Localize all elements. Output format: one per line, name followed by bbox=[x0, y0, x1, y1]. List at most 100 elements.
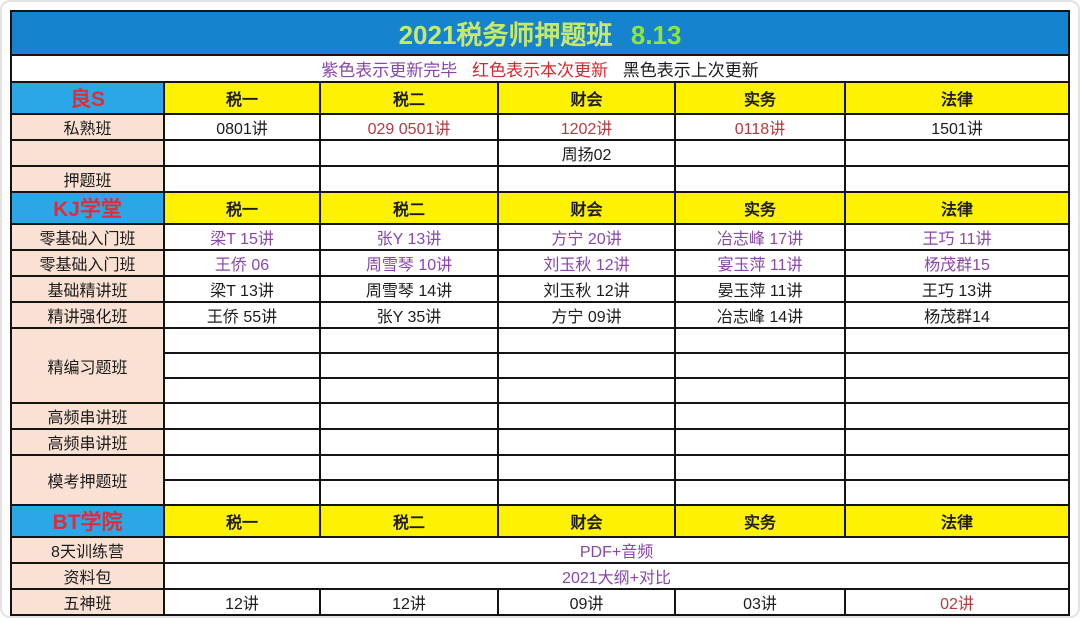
title-row: 2021税务师押题班 8.13 bbox=[9, 10, 1071, 56]
cell bbox=[674, 454, 846, 481]
cell: 刘玉秋 12讲 bbox=[497, 249, 676, 277]
cell bbox=[163, 428, 321, 456]
cell bbox=[497, 377, 676, 404]
row-label: 8天训练营 bbox=[10, 536, 165, 564]
table-row: 高频串讲班 bbox=[10, 428, 1071, 456]
cell bbox=[674, 139, 846, 167]
cell bbox=[319, 139, 499, 167]
cell: 冶志峰 17讲 bbox=[674, 223, 846, 251]
cell-merged: 2021大纲+对比 bbox=[162, 562, 1071, 590]
table-row: 私熟班 0801讲 029 0501讲 1202讲 0118讲 1501讲 bbox=[10, 113, 1071, 141]
column-header: 税一 bbox=[163, 504, 321, 538]
row-label: 资料包 bbox=[10, 562, 165, 590]
cell: 梁T 15讲 bbox=[163, 223, 321, 251]
table-row: 押题班 bbox=[10, 165, 1071, 193]
cell bbox=[674, 402, 846, 430]
cell bbox=[674, 327, 846, 354]
column-header: 财会 bbox=[497, 191, 676, 225]
cell bbox=[843, 165, 1071, 193]
cell bbox=[163, 377, 321, 404]
cell bbox=[843, 139, 1071, 167]
cell bbox=[319, 402, 499, 430]
cell bbox=[674, 428, 846, 456]
cell bbox=[674, 165, 846, 193]
row-label: 私熟班 bbox=[10, 113, 165, 141]
cell bbox=[163, 139, 321, 167]
column-header: 法律 bbox=[843, 81, 1071, 115]
cell: 杨茂群14 bbox=[843, 301, 1071, 329]
cell: 03讲 bbox=[674, 588, 846, 616]
cell: 宴玉萍 11讲 bbox=[674, 249, 846, 277]
table-row: 资料包 2021大纲+对比 bbox=[10, 562, 1071, 590]
cell bbox=[843, 377, 1071, 404]
section-name-bt: BT学院 bbox=[10, 504, 165, 538]
cell: 方宁 20讲 bbox=[497, 223, 676, 251]
legend-black: 黑色表示上次更新 bbox=[622, 61, 759, 80]
column-header: 税二 bbox=[319, 81, 499, 115]
cell: 10章 bbox=[319, 614, 499, 616]
section-name-liang-s: 良S bbox=[10, 81, 165, 115]
page-title: 2021税务师押题班 bbox=[398, 19, 613, 50]
cell: 029 0501讲 bbox=[319, 113, 499, 141]
cell: 1202讲 bbox=[497, 113, 676, 141]
cell: 0118讲 bbox=[674, 113, 846, 141]
title-bar: 2021税务师押题班 8.13 bbox=[9, 10, 1071, 56]
cell: 周雪琴 10讲 bbox=[319, 249, 499, 277]
cell bbox=[163, 327, 321, 354]
cell: 梁T 13讲 bbox=[163, 275, 321, 303]
cell: 12讲 bbox=[319, 588, 499, 616]
row-label bbox=[10, 139, 165, 167]
cell: 王巧 13讲 bbox=[843, 275, 1071, 303]
cell bbox=[674, 377, 846, 404]
table-row: 精讲强化班 王侨 55讲 张Y 35讲 方宁 09讲 冶志峰 14讲 杨茂群14 bbox=[10, 301, 1071, 329]
cell bbox=[163, 402, 321, 430]
table-row: 周扬02 bbox=[10, 139, 1071, 167]
row-label: 模考押题班 bbox=[10, 454, 165, 506]
cell-merged: PDF+音频 bbox=[162, 536, 1071, 564]
cell: 方宁 09讲 bbox=[497, 301, 676, 329]
column-header: 实务 bbox=[674, 504, 846, 538]
row-label: 高频串讲班 bbox=[10, 428, 165, 456]
table-row bbox=[11, 479, 1071, 506]
cell bbox=[319, 377, 499, 404]
title-date: 8.13 bbox=[630, 19, 682, 50]
cell: 09讲 bbox=[497, 588, 676, 616]
row-label: 零基础入门班 bbox=[10, 223, 165, 251]
cell: 杨茂群15 bbox=[843, 249, 1071, 277]
column-header: 税一 bbox=[163, 191, 321, 225]
cell bbox=[843, 402, 1071, 430]
cell: 刘玉秋 12讲 bbox=[497, 275, 676, 303]
row-label: 零基础入门班 bbox=[10, 249, 165, 277]
cell bbox=[319, 454, 499, 481]
table-row: 8天训练营 PDF+音频 bbox=[10, 536, 1071, 564]
cell: 0801讲 bbox=[163, 113, 321, 141]
table-row: 零基础入门班 王侨 06 周雪琴 10讲 刘玉秋 12讲 宴玉萍 11讲 杨茂群… bbox=[10, 249, 1071, 277]
cell bbox=[163, 352, 321, 379]
cell bbox=[843, 614, 1071, 616]
cell bbox=[319, 165, 499, 193]
cell bbox=[319, 327, 499, 354]
cell bbox=[674, 479, 846, 506]
row-label: 五神班 bbox=[10, 588, 165, 616]
column-header: 税一 bbox=[163, 81, 321, 115]
table-row: 语音微课 09章节 10章 bbox=[10, 614, 1071, 616]
cell: 王侨 55讲 bbox=[163, 301, 321, 329]
section-name-kj: KJ学堂 bbox=[10, 191, 165, 225]
cell: 周扬02 bbox=[497, 139, 676, 167]
legend: 紫色表示更新完毕 红色表示本次更新 黑色表示上次更新 bbox=[9, 54, 1071, 83]
cell: 晏玉萍 11讲 bbox=[674, 275, 846, 303]
table-row bbox=[11, 352, 1071, 379]
table-row: 模考押题班 bbox=[10, 454, 1071, 506]
table-row: 五神班 12讲 12讲 09讲 03讲 02讲 bbox=[10, 588, 1071, 616]
column-header: 税二 bbox=[319, 191, 499, 225]
cell: 09章节 bbox=[163, 614, 321, 616]
column-header: 实务 bbox=[674, 191, 846, 225]
cell bbox=[163, 479, 321, 506]
cell bbox=[843, 428, 1071, 456]
cell bbox=[497, 165, 676, 193]
cell bbox=[163, 454, 321, 481]
cell bbox=[163, 165, 321, 193]
cell bbox=[497, 327, 676, 354]
table-row: 零基础入门班 梁T 15讲 张Y 13讲 方宁 20讲 冶志峰 17讲 王巧 1… bbox=[10, 223, 1071, 251]
legend-red: 红色表示本次更新 bbox=[472, 61, 609, 80]
